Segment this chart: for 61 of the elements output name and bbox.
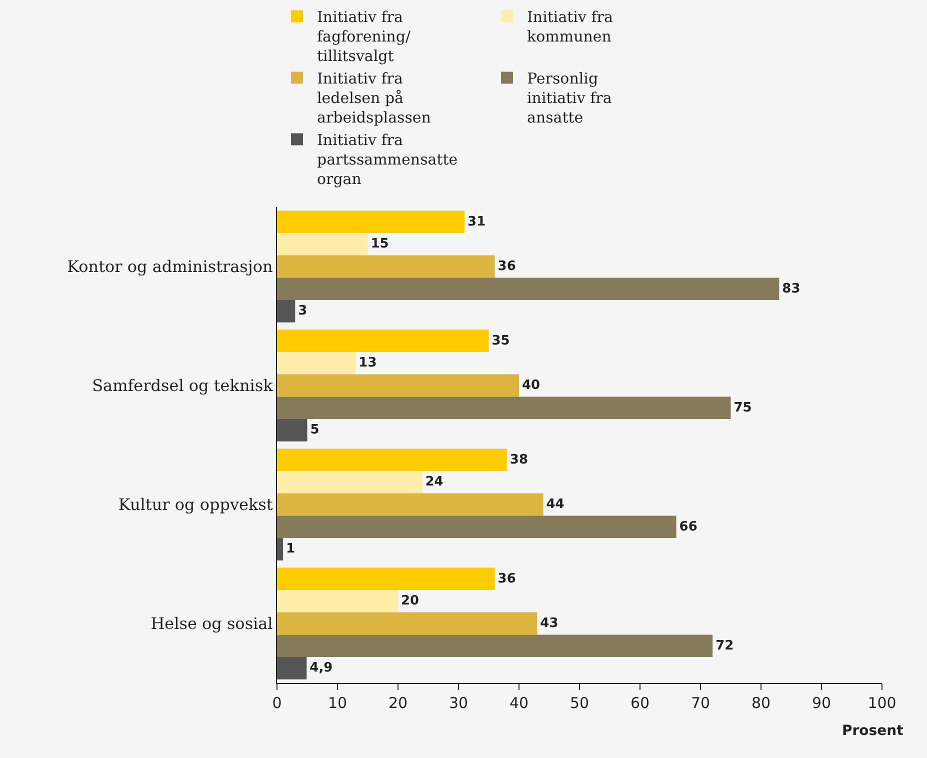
data-label: 3 bbox=[298, 304, 308, 319]
y-tick-label: Helse og sosial bbox=[150, 614, 273, 634]
bar bbox=[277, 396, 731, 420]
x-axis-title: Prosent bbox=[842, 723, 904, 739]
bar bbox=[277, 278, 780, 300]
data-label: 35 bbox=[492, 333, 510, 348]
bar bbox=[277, 352, 356, 374]
legend-label: Initiativ fra fagforening/ tillitsvalgt bbox=[317, 8, 412, 66]
bar bbox=[277, 634, 713, 658]
data-label: 15 bbox=[370, 236, 389, 252]
bar bbox=[277, 493, 544, 516]
x-tick-label: 100 bbox=[868, 694, 896, 712]
x-tick-label: 40 bbox=[509, 694, 529, 712]
legend-label: Initiativ fra partssammensatte organ bbox=[317, 131, 458, 188]
data-label: 1 bbox=[286, 542, 296, 557]
bar bbox=[277, 568, 495, 590]
data-label: 13 bbox=[358, 356, 377, 371]
legend-label: Personlig initiativ fra ansatte bbox=[527, 70, 612, 127]
bar bbox=[277, 210, 465, 233]
x-tick-label: 0 bbox=[272, 694, 282, 712]
bar bbox=[277, 657, 307, 680]
x-tick-label: 10 bbox=[328, 694, 348, 712]
data-label: 24 bbox=[425, 474, 444, 490]
bar bbox=[277, 470, 422, 494]
data-label: 83 bbox=[782, 281, 800, 296]
bar bbox=[277, 516, 676, 538]
x-tick-label: 70 bbox=[690, 694, 710, 712]
bar bbox=[277, 255, 495, 278]
data-label: 66 bbox=[679, 519, 698, 534]
bar bbox=[277, 419, 308, 442]
data-label: 5 bbox=[310, 422, 320, 438]
data-label: 44 bbox=[546, 497, 564, 512]
bar bbox=[277, 300, 296, 322]
data-label: 40 bbox=[522, 378, 540, 393]
bar bbox=[277, 590, 398, 612]
x-tick-label: 80 bbox=[751, 694, 771, 712]
data-label: 36 bbox=[498, 259, 516, 274]
data-label: 4,9 bbox=[310, 660, 333, 676]
x-tick-label: 20 bbox=[388, 694, 408, 712]
data-label: 72 bbox=[716, 638, 734, 654]
data-label: 31 bbox=[468, 214, 486, 230]
data-label: 20 bbox=[401, 594, 420, 609]
x-tick-label: 30 bbox=[448, 694, 468, 712]
x-tick-label: 50 bbox=[570, 694, 590, 712]
bar bbox=[277, 612, 538, 635]
y-tick-label: Kontor og administrasjon bbox=[67, 257, 273, 276]
bar bbox=[277, 374, 519, 397]
x-tick-label: 90 bbox=[812, 694, 832, 712]
y-tick-label: Kultur og oppvekst bbox=[118, 495, 274, 514]
x-tick-label: 60 bbox=[630, 694, 650, 712]
data-label: 38 bbox=[510, 452, 528, 468]
bar bbox=[277, 232, 368, 256]
legend-label: Initiativ fra ledelsen på arbeidsplassen bbox=[317, 70, 432, 127]
bar bbox=[277, 448, 507, 471]
bar bbox=[277, 330, 489, 352]
data-label: 75 bbox=[734, 400, 752, 416]
data-label: 36 bbox=[498, 571, 516, 586]
y-tick-label: Samferdsel og teknisk bbox=[92, 376, 274, 396]
data-label: 43 bbox=[540, 616, 558, 631]
legend-label: Initiativ fra kommunen bbox=[527, 8, 613, 46]
bar bbox=[277, 538, 284, 560]
